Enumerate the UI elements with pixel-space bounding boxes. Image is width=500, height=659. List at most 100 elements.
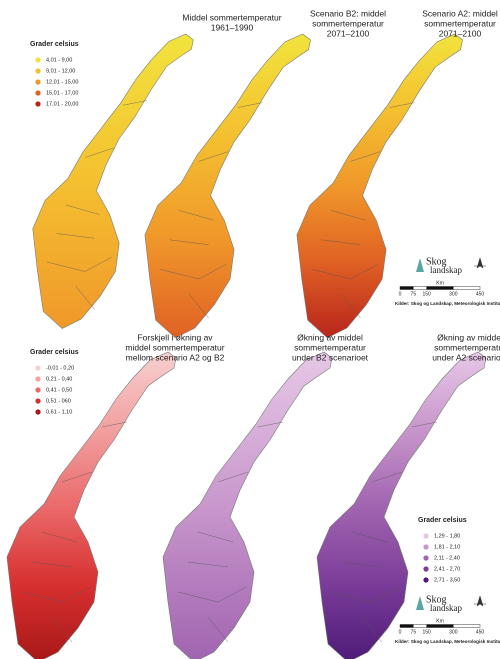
legend-label: 9,01 - 12,00 <box>46 68 75 74</box>
map-title: 1961–1990 <box>211 22 254 32</box>
scale-tick-label: 0 <box>399 291 402 297</box>
scale-unit: Km <box>436 280 444 286</box>
map-title: Middel sommertemperatur <box>182 12 281 22</box>
map-title: Scenario B2: middel <box>310 8 386 18</box>
map-title: under A2 scenarioet <box>432 352 500 362</box>
legend-swatch <box>35 409 41 415</box>
map-title: 2071–2100 <box>439 28 482 38</box>
scale-segment <box>413 286 427 290</box>
county-borders <box>311 102 415 319</box>
country-map <box>144 33 312 339</box>
legend-swatch <box>35 79 41 85</box>
map-title: sommertemperatur <box>294 342 366 352</box>
border <box>207 616 229 643</box>
legend-label: 0,61 - 1,10 <box>46 409 72 415</box>
legend-swatch <box>35 376 41 382</box>
scale-segment <box>453 286 481 290</box>
border <box>351 531 388 543</box>
border <box>361 616 383 643</box>
scale-segment <box>453 624 481 628</box>
country-map <box>6 351 177 659</box>
legend-label: 1,29 - 1,80 <box>434 533 460 539</box>
map-title: Økning av middel <box>297 332 363 342</box>
legend-swatch <box>35 57 41 63</box>
legend-label: 12,01 - 15,00 <box>46 79 78 85</box>
legend-title: Grader celsius <box>30 41 79 48</box>
border <box>51 616 73 643</box>
legend-swatch <box>423 544 429 550</box>
border <box>46 257 112 272</box>
border <box>217 471 249 483</box>
scale-tick-label: 450 <box>476 629 485 635</box>
border <box>179 210 214 221</box>
legend-swatch <box>35 387 41 393</box>
legend-label: -0,01 - 0,20 <box>46 365 74 371</box>
credit: Kilder: Skog og Landskap, Meteorologisk … <box>395 639 500 644</box>
border <box>331 210 366 221</box>
scale-segment <box>399 624 414 628</box>
border <box>101 421 128 428</box>
legend-title: Grader celsius <box>418 517 467 524</box>
logo-text: Skog <box>426 594 447 605</box>
legend-label: 17,01 - 20,00 <box>46 101 78 107</box>
map-title: middel sommertemperatur <box>125 342 224 352</box>
logo-icon <box>416 258 424 272</box>
map-title: sommertemperatur <box>312 18 384 28</box>
logo-text: landskap <box>430 265 462 275</box>
county-borders <box>159 102 263 319</box>
scale-segment <box>413 624 427 628</box>
legend-label: 0,51 - 060 <box>46 398 71 404</box>
legend-label: 1,81 - 2,10 <box>434 544 460 550</box>
legend-swatch <box>35 398 41 404</box>
map-title: sommertemperatur <box>434 342 500 352</box>
border <box>31 561 73 568</box>
border <box>21 586 91 603</box>
scale-tick-label: 450 <box>476 291 485 297</box>
legend-title: Grader celsius <box>30 349 79 356</box>
logo-icon <box>416 596 424 610</box>
border <box>371 471 403 483</box>
legend-swatch <box>423 566 429 572</box>
legend-label: 2,41 - 2,70 <box>434 566 460 572</box>
border <box>340 293 361 319</box>
border <box>75 285 95 310</box>
map-title: Økning av middel <box>437 332 500 342</box>
border <box>321 239 361 245</box>
legend-label: 4,01 - 9,00 <box>46 57 72 63</box>
border <box>169 239 209 245</box>
map-title: 2071–2100 <box>327 28 370 38</box>
border <box>177 586 247 603</box>
scale-tick-label: 75 <box>411 291 417 297</box>
map-title: sommertemperatur <box>424 18 496 28</box>
border <box>65 204 100 215</box>
country-map <box>162 351 333 659</box>
country-map <box>296 33 464 339</box>
legend-swatch <box>423 577 429 583</box>
scale-segment <box>426 286 454 290</box>
logo-text: Skog <box>426 256 447 267</box>
border <box>350 151 381 162</box>
legend-swatch <box>35 365 41 371</box>
credit: Kilder: Skog og Landskap, Meteorologisk … <box>395 301 500 306</box>
legend-label: 0,21 - 0,40 <box>46 376 72 382</box>
map-title: under B2 scenarioet <box>292 352 369 362</box>
border <box>159 264 227 280</box>
border <box>389 102 415 108</box>
scale-tick-label: 150 <box>422 629 431 635</box>
map-title: Scenario A2: middel <box>422 8 498 18</box>
border <box>331 586 401 603</box>
legend-label: 0,41 - 0,50 <box>46 387 72 393</box>
legend-swatch <box>35 90 41 96</box>
border <box>188 293 209 319</box>
scale-unit: Km <box>436 618 444 624</box>
north-arrow <box>474 257 486 269</box>
legend-swatch <box>423 533 429 539</box>
legend-label: 15,01 - 17,00 <box>46 90 78 96</box>
scale-tick-label: 300 <box>449 629 458 635</box>
border <box>56 233 95 239</box>
logo-text: landskap <box>430 603 462 613</box>
county-borders <box>46 100 147 310</box>
border <box>311 264 379 280</box>
county-borders <box>331 421 438 643</box>
border <box>257 421 284 428</box>
